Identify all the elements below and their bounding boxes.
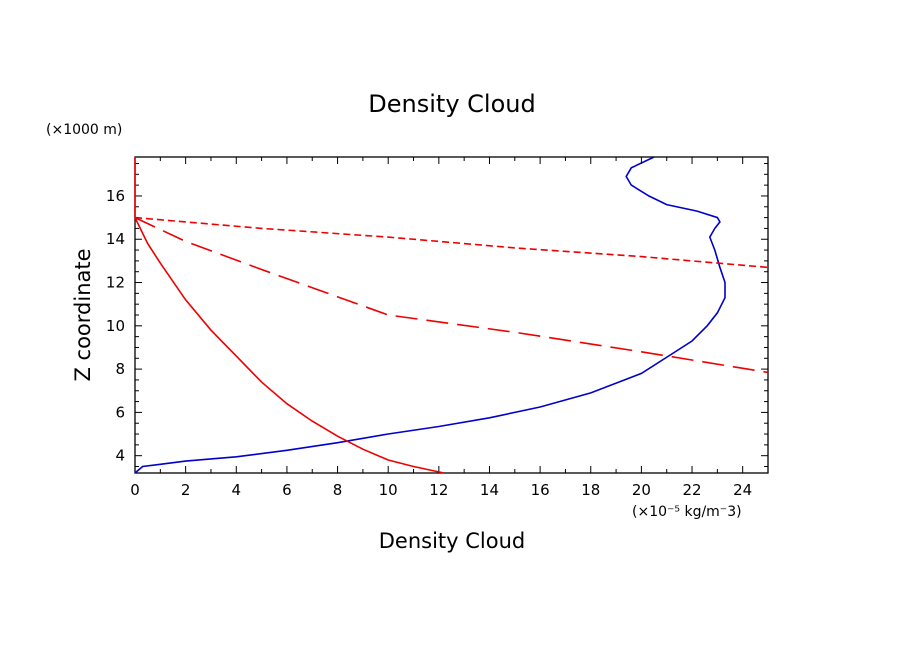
y-axis-title: Z coordinate xyxy=(71,248,95,381)
x-tick-label: 0 xyxy=(130,481,140,499)
y-tick-label: 8 xyxy=(115,360,125,378)
y-tick-label: 16 xyxy=(106,187,125,205)
series-line-1 xyxy=(134,156,726,474)
chart-title: Density Cloud xyxy=(368,90,535,118)
y-unit-label: (×1000 m) xyxy=(46,122,122,138)
x-tick-label: 22 xyxy=(682,481,701,499)
y-tick-label: 10 xyxy=(106,317,125,335)
series-line-3 xyxy=(134,216,769,374)
x-tick-label: 20 xyxy=(632,481,651,499)
series-line-4 xyxy=(134,216,769,269)
series-line-2 xyxy=(134,217,445,474)
x-tick-label: 8 xyxy=(333,481,343,499)
x-tick-label: 4 xyxy=(232,481,242,499)
x-axis-title: Density Cloud xyxy=(379,529,526,553)
x-tick-label: 12 xyxy=(429,481,448,499)
y-tick-label: 12 xyxy=(106,274,125,292)
plot-frame xyxy=(134,156,769,474)
x-tick-label: 10 xyxy=(379,481,398,499)
x-tick-label: 14 xyxy=(480,481,499,499)
data-series xyxy=(134,156,769,474)
x-tick-label: 18 xyxy=(581,481,600,499)
x-unit-label: (×10⁻⁵ kg/m⁻3) xyxy=(632,504,742,520)
x-tick-label: 6 xyxy=(282,481,292,499)
y-tick-label: 6 xyxy=(115,403,125,421)
x-tick-label: 16 xyxy=(531,481,550,499)
x-tick-label: 2 xyxy=(181,481,191,499)
x-tick-label: 24 xyxy=(733,481,752,499)
y-tick-label: 14 xyxy=(106,230,125,248)
y-tick-label: 4 xyxy=(115,447,125,465)
